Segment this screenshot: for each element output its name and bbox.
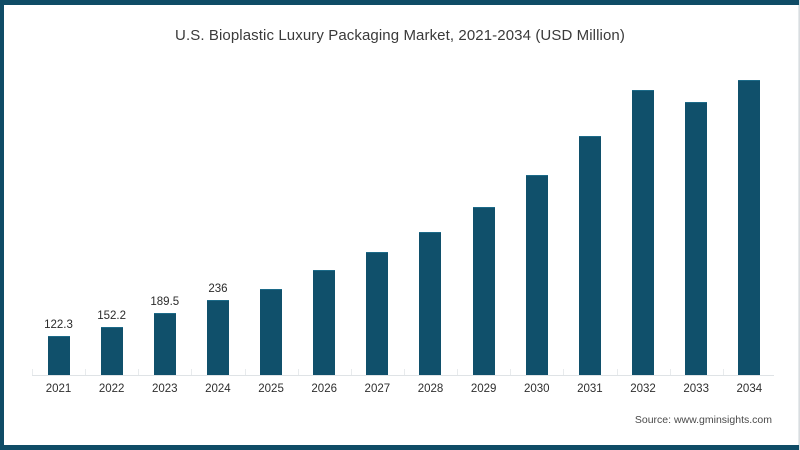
bar-slot[interactable]: 0 bbox=[350, 60, 404, 375]
bar-value-label: 122.3 bbox=[44, 318, 73, 331]
bar[interactable] bbox=[685, 102, 708, 375]
bar-slot[interactable]: 236 bbox=[191, 60, 244, 375]
x-axis-tick bbox=[722, 369, 724, 375]
x-axis-label: 2027 bbox=[364, 383, 391, 395]
x-axis-tick bbox=[403, 369, 405, 375]
x-axis-tick bbox=[669, 369, 671, 375]
x-axis-label: 2028 bbox=[417, 383, 444, 395]
x-axis-label: 2021 bbox=[45, 383, 72, 395]
x-axis-tick bbox=[350, 369, 352, 375]
x-axis-label: 2032 bbox=[630, 383, 656, 395]
x-axis-tick bbox=[616, 369, 618, 375]
bar[interactable] bbox=[153, 313, 176, 375]
x-axis-label: 2024 bbox=[205, 383, 231, 395]
bar[interactable] bbox=[578, 136, 601, 375]
x-axis-tick bbox=[191, 369, 193, 375]
x-axis-label: 2033 bbox=[683, 383, 709, 395]
bar[interactable] bbox=[313, 270, 336, 375]
x-axis-label: 2031 bbox=[577, 383, 603, 395]
x-axis-label: 2026 bbox=[311, 383, 337, 395]
bar-value-label: 189.5 bbox=[150, 295, 180, 308]
bar[interactable] bbox=[632, 90, 655, 375]
bar-slot[interactable]: 0 bbox=[244, 60, 298, 375]
x-axis-tick bbox=[32, 369, 33, 375]
bar-slot[interactable]: 0 bbox=[616, 60, 670, 375]
bar-slot[interactable]: 0 bbox=[510, 60, 563, 375]
bar-slot[interactable]: 0 bbox=[563, 60, 616, 375]
x-axis-tick bbox=[457, 369, 459, 375]
x-axis-label: 2023 bbox=[151, 383, 178, 395]
bar-value-label: 236 bbox=[208, 282, 228, 295]
x-axis-tick bbox=[510, 369, 512, 375]
x-axis-label: 2030 bbox=[523, 383, 550, 395]
bar[interactable] bbox=[100, 327, 123, 375]
bar-slot[interactable]: 152.2 bbox=[85, 60, 138, 375]
bar[interactable] bbox=[47, 336, 70, 375]
bar[interactable] bbox=[206, 300, 229, 375]
x-axis-tick bbox=[244, 369, 246, 375]
bar-slot[interactable]: 189.5 bbox=[138, 60, 191, 375]
bar[interactable] bbox=[419, 232, 442, 375]
bar[interactable] bbox=[738, 80, 761, 375]
x-axis-label: 2025 bbox=[258, 383, 284, 395]
frame-border-bottom bbox=[0, 445, 800, 450]
x-axis-tick bbox=[85, 369, 87, 375]
bar-slot[interactable]: 0 bbox=[457, 60, 510, 375]
bar-slot[interactable]: 0 bbox=[669, 60, 723, 375]
bar-slot[interactable]: 0 bbox=[722, 60, 776, 375]
frame-border-top bbox=[0, 0, 800, 5]
bar[interactable] bbox=[260, 289, 283, 375]
x-axis-tick bbox=[138, 369, 140, 375]
x-axis-line bbox=[32, 375, 774, 376]
chart-title: U.S. Bioplastic Luxury Packaging Market,… bbox=[175, 27, 625, 44]
bar[interactable] bbox=[366, 252, 389, 375]
bar-slot[interactable]: 0 bbox=[403, 60, 457, 375]
frame-border-left bbox=[0, 0, 4, 450]
x-axis-tick-labels: 2021 2022 2023 2024 2025 2026 2027 2028 2029 2030… bbox=[32, 383, 776, 395]
bar-slot[interactable]: 122.3 bbox=[32, 60, 85, 375]
x-axis-label: 2034 bbox=[736, 383, 763, 395]
bar[interactable] bbox=[472, 207, 495, 375]
bar-value-label: 152.2 bbox=[97, 309, 127, 322]
bar-slot[interactable]: 0 bbox=[297, 60, 351, 375]
x-axis-label: 2022 bbox=[98, 383, 125, 395]
x-axis-label: 2029 bbox=[470, 383, 497, 395]
x-axis-tick bbox=[297, 369, 299, 375]
source-note: Source: www.gminsights.com bbox=[634, 414, 772, 426]
bar[interactable] bbox=[525, 175, 548, 375]
x-axis-tick bbox=[563, 369, 565, 375]
